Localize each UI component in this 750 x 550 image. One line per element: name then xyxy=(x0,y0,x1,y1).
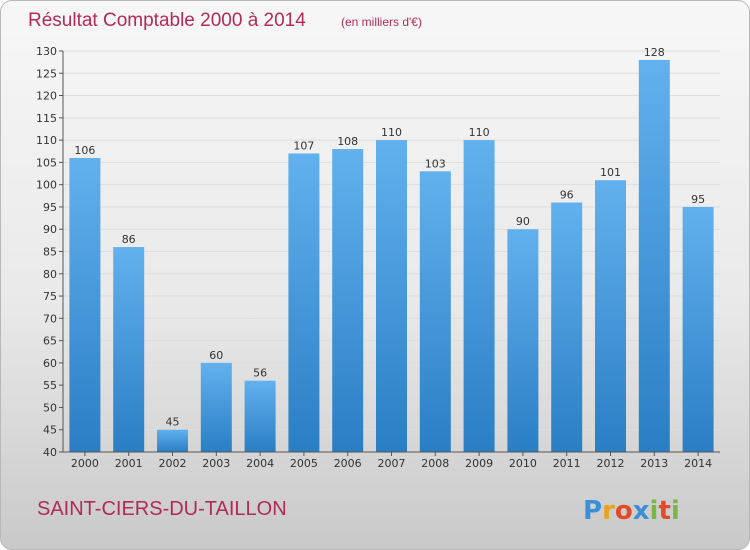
bar-2013 xyxy=(638,59,670,453)
y-tick-label: 50 xyxy=(43,401,57,414)
bar-2014 xyxy=(682,206,714,452)
bar-2005 xyxy=(288,153,320,452)
y-tick-label: 80 xyxy=(43,268,57,281)
bar-2000 xyxy=(69,157,101,452)
y-tick-label: 60 xyxy=(43,357,57,370)
value-label-2014: 95 xyxy=(691,193,705,206)
x-tick-label-2000: 2000 xyxy=(71,457,99,470)
logo-letter: o xyxy=(615,496,633,526)
value-label-2002: 45 xyxy=(166,416,180,429)
y-tick-label: 70 xyxy=(43,312,57,325)
y-tick-label: 105 xyxy=(36,156,57,169)
value-labels: 106 86 45 60 56 107 108 110 103 110 90 96 101 128 95 xyxy=(74,46,705,429)
y-tick-label: 45 xyxy=(43,424,57,437)
x-tick-label-2005: 2005 xyxy=(290,457,318,470)
y-tick-label: 125 xyxy=(36,67,57,80)
value-label-2009: 110 xyxy=(469,126,490,139)
bar-2008 xyxy=(419,171,451,453)
bar-2010 xyxy=(507,229,539,452)
bar-2001 xyxy=(113,247,145,452)
x-tick-label-2008: 2008 xyxy=(421,457,449,470)
value-label-2005: 107 xyxy=(293,139,314,152)
logo-letter: i xyxy=(671,496,680,526)
x-tick-label-2006: 2006 xyxy=(334,457,362,470)
proxiti-logo[interactable]: Proxiti xyxy=(583,496,680,526)
bar-2009 xyxy=(463,140,495,452)
y-tick-label: 55 xyxy=(43,379,57,392)
logo-letter: i xyxy=(650,496,659,526)
value-label-2012: 101 xyxy=(600,166,621,179)
x-axis-ticks: 2000 2001 2002 2003 2004 2005 2006 2007 2008 2009… xyxy=(71,452,712,470)
x-tick-label-2013: 2013 xyxy=(640,457,668,470)
y-tick-label: 110 xyxy=(36,134,57,147)
value-label-2010: 90 xyxy=(516,215,530,228)
y-tick-label: 75 xyxy=(43,290,57,303)
x-tick-label-2012: 2012 xyxy=(597,457,625,470)
x-tick-label-2007: 2007 xyxy=(378,457,406,470)
y-axis-ticks: 40 45 50 55 60 65 70 75 80 85 90 95 100 105 110 115 120 1… xyxy=(36,45,63,459)
x-tick-label-2003: 2003 xyxy=(202,457,230,470)
x-tick-label-2011: 2011 xyxy=(553,457,581,470)
logo-letter: t xyxy=(658,496,670,526)
commune-name: SAINT-CIERS-DU-TAILLON xyxy=(37,498,287,520)
logo-letter: r xyxy=(602,496,615,526)
value-label-2004: 56 xyxy=(253,367,267,380)
value-label-2007: 110 xyxy=(381,126,402,139)
y-tick-label: 90 xyxy=(43,223,57,236)
value-label-2011: 96 xyxy=(560,188,574,201)
x-tick-label-2010: 2010 xyxy=(509,457,537,470)
y-tick-label: 40 xyxy=(43,446,57,459)
y-tick-label: 85 xyxy=(43,246,57,259)
x-tick-label-2001: 2001 xyxy=(115,457,143,470)
x-tick-label-2004: 2004 xyxy=(246,457,274,470)
y-tick-label: 95 xyxy=(43,201,57,214)
logo-letter: x xyxy=(633,496,650,526)
x-tick-label-2014: 2014 xyxy=(684,457,712,470)
value-label-2008: 103 xyxy=(425,157,446,170)
chart-title: Résultat Comptable 2000 à 2014 xyxy=(28,10,306,31)
bars xyxy=(69,59,714,453)
bar-2003 xyxy=(200,362,232,452)
value-label-2001: 86 xyxy=(122,233,136,246)
y-tick-label: 120 xyxy=(36,90,57,103)
bar-2012 xyxy=(595,180,626,452)
x-tick-label-2002: 2002 xyxy=(159,457,187,470)
bar-2011 xyxy=(551,202,583,452)
y-tick-label: 115 xyxy=(36,112,57,125)
value-label-2003: 60 xyxy=(209,349,223,362)
x-tick-label-2009: 2009 xyxy=(465,457,493,470)
bar-2006 xyxy=(332,149,364,452)
value-label-2000: 106 xyxy=(74,144,95,157)
value-label-2013: 128 xyxy=(644,46,665,59)
y-tick-label: 130 xyxy=(36,45,57,58)
chart-subtitle: (en milliers d'€) xyxy=(341,15,422,29)
bar-2004 xyxy=(244,380,276,452)
bar-2002 xyxy=(157,429,188,452)
logo-letter: P xyxy=(583,496,602,526)
bar-2007 xyxy=(376,140,407,452)
y-tick-label: 100 xyxy=(36,179,57,192)
value-label-2006: 108 xyxy=(337,135,358,148)
y-tick-label: 65 xyxy=(43,335,57,348)
